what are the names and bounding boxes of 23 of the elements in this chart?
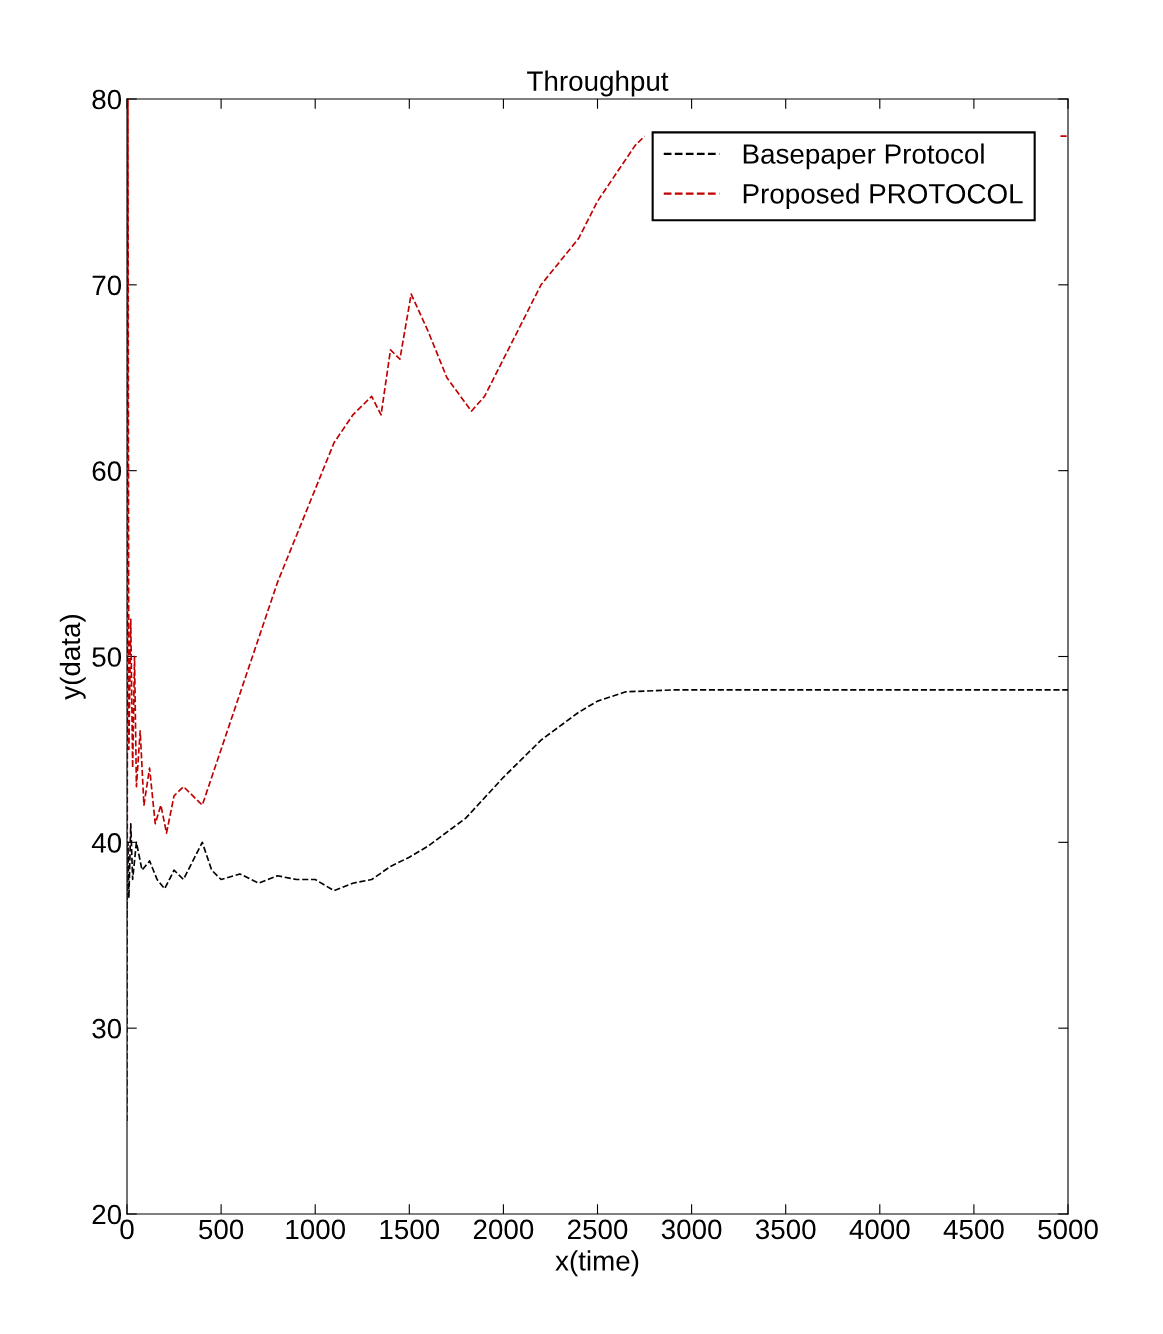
x-tick-label: 1000 [286, 1219, 346, 1240]
y-tick-label: 40 [91, 833, 122, 853]
x-tick-label: 2500 [568, 1219, 628, 1240]
x-tick-label: 5000 [1038, 1219, 1098, 1240]
y-tick-label: 30 [92, 1018, 122, 1039]
x-tick-label: 500 [199, 1219, 244, 1240]
x-tick-label: 3500 [755, 1219, 816, 1240]
y-tick-label: 50 [92, 647, 122, 667]
x-tick-label: 4000 [849, 1219, 910, 1240]
x-tick-label: 4500 [943, 1219, 1004, 1240]
y-tick-label: 60 [92, 461, 122, 482]
chart-title: Throughput [527, 70, 669, 97]
x-tick-label: 2000 [473, 1219, 534, 1240]
y-tick-label: 70 [92, 275, 122, 296]
x-tick-label: 0 [120, 1219, 134, 1240]
y-axis-title: y(data) [59, 614, 86, 700]
x-axis-title: x(time) [555, 1250, 639, 1277]
y-tick-label: 80 [92, 89, 122, 110]
x-tick-label: 1500 [380, 1219, 440, 1240]
y-tick-label: 20 [92, 1204, 122, 1225]
legend-label: Proposed PROTOCOL [743, 183, 1023, 210]
legend-label: Basepaper Protocol [743, 143, 984, 170]
x-tick-label: 3000 [661, 1219, 722, 1240]
